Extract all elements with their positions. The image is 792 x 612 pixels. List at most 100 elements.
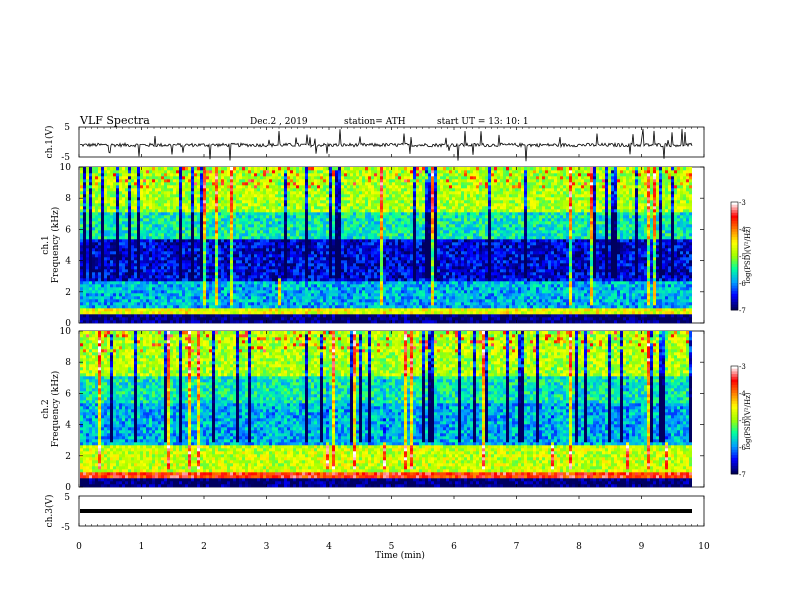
spectrogram-cell xyxy=(317,182,320,185)
spectrogram-cell xyxy=(353,173,356,176)
spectrogram-cell xyxy=(134,182,137,185)
spectrogram-cell xyxy=(155,320,158,323)
spectrogram-cell xyxy=(179,167,182,170)
spectrogram-cell xyxy=(170,311,173,314)
spectrogram-cell xyxy=(197,170,200,173)
spectrogram-cell xyxy=(209,215,212,218)
spectrogram-cell xyxy=(86,311,89,314)
spectrogram-cell xyxy=(293,179,296,182)
spectrogram-cell xyxy=(122,176,125,179)
spectrogram-cell xyxy=(284,236,287,239)
spectrogram-cell xyxy=(104,293,107,296)
spectrogram-cell xyxy=(212,209,215,212)
spectrogram-cell xyxy=(122,302,125,305)
spectrogram-cell xyxy=(293,182,296,185)
spectrogram-cell xyxy=(164,260,167,263)
spectrogram-cell xyxy=(299,212,302,215)
spectrogram-cell xyxy=(305,197,308,200)
spectrogram-cell xyxy=(278,209,281,212)
spectrogram-cell xyxy=(248,191,251,194)
spectrogram-cell xyxy=(107,212,110,215)
spectrogram-cell xyxy=(275,173,278,176)
spectrogram-cell xyxy=(296,266,299,269)
spectrogram-cell xyxy=(248,233,251,236)
spectrogram-cell xyxy=(119,308,122,311)
spectrogram-cell xyxy=(245,314,248,317)
spectrogram-cell xyxy=(236,239,239,242)
spectrogram-cell xyxy=(95,173,98,176)
spectrogram-cell xyxy=(260,230,263,233)
spectrogram-cell xyxy=(257,224,260,227)
spectrogram-cell xyxy=(272,248,275,251)
spectrogram-cell xyxy=(119,317,122,320)
spectrogram-cell xyxy=(140,185,143,188)
spectrogram-cell xyxy=(179,269,182,272)
spectrogram-cell xyxy=(338,206,341,209)
spectrogram-cell xyxy=(296,218,299,221)
spectrogram-cell xyxy=(314,296,317,299)
spectrogram-cell xyxy=(266,188,269,191)
spectrogram-cell xyxy=(191,242,194,245)
spectrogram-cell xyxy=(344,239,347,242)
spectrogram-cell xyxy=(233,221,236,224)
spectrogram-cell xyxy=(314,245,317,248)
spectrogram-cell xyxy=(134,200,137,203)
spectrogram-cell xyxy=(314,203,317,206)
spectrogram-cell xyxy=(143,167,146,170)
spectrogram-cell xyxy=(242,266,245,269)
spectrogram-cell xyxy=(176,242,179,245)
spectrogram-cell xyxy=(149,236,152,239)
spectrogram-cell xyxy=(155,209,158,212)
spectrogram-cell xyxy=(173,251,176,254)
spectrogram-cell xyxy=(230,194,233,197)
spectrogram-cell xyxy=(329,317,332,320)
spectrogram-cell xyxy=(104,290,107,293)
spectrogram-cell xyxy=(101,176,104,179)
spectrogram-cell xyxy=(350,302,353,305)
spectrogram-cell xyxy=(110,275,113,278)
spectrogram-cell xyxy=(137,242,140,245)
spectrogram-cell xyxy=(272,302,275,305)
spectrogram-cell xyxy=(272,170,275,173)
spectrogram-cell xyxy=(206,227,209,230)
spectrogram-cell xyxy=(155,278,158,281)
spectrogram-cell xyxy=(173,218,176,221)
spectrogram-cell xyxy=(101,302,104,305)
spectrogram-cell xyxy=(104,296,107,299)
spectrogram-cell xyxy=(158,197,161,200)
spectrogram-cell xyxy=(299,188,302,191)
spectrogram-cell xyxy=(146,227,149,230)
spectrogram-cell xyxy=(362,314,365,317)
spectrogram-cell xyxy=(221,266,224,269)
spectrogram-cell xyxy=(185,266,188,269)
spectrogram-cell xyxy=(233,173,236,176)
spectrogram-cell xyxy=(128,314,131,317)
spectrogram-cell xyxy=(131,284,134,287)
spectrogram-cell xyxy=(110,218,113,221)
spectrogram-cell xyxy=(257,293,260,296)
spectrogram-cell xyxy=(266,245,269,248)
spectrogram-cell xyxy=(290,290,293,293)
spectrogram-cell xyxy=(323,233,326,236)
spectrogram-cell xyxy=(119,197,122,200)
spectrogram-cell xyxy=(134,233,137,236)
spectrogram-cell xyxy=(260,308,263,311)
spectrogram-cell xyxy=(131,311,134,314)
spectrogram-cell xyxy=(128,185,131,188)
spectrogram-cell xyxy=(230,242,233,245)
spectrogram-cell xyxy=(308,275,311,278)
spectrogram-cell xyxy=(182,176,185,179)
spectrogram-cell xyxy=(323,224,326,227)
spectrogram-cell xyxy=(278,269,281,272)
spectrogram-cell xyxy=(260,194,263,197)
spectrogram-cell xyxy=(251,266,254,269)
spectrogram-cell xyxy=(167,221,170,224)
spectrogram-cell xyxy=(149,203,152,206)
spectrogram-cell xyxy=(101,299,104,302)
spectrogram-cell xyxy=(194,191,197,194)
spectrogram-cell xyxy=(353,170,356,173)
spectrogram-cell xyxy=(227,317,230,320)
spectrogram-cell xyxy=(164,179,167,182)
spectrogram-cell xyxy=(239,194,242,197)
spectrogram-cell xyxy=(170,239,173,242)
